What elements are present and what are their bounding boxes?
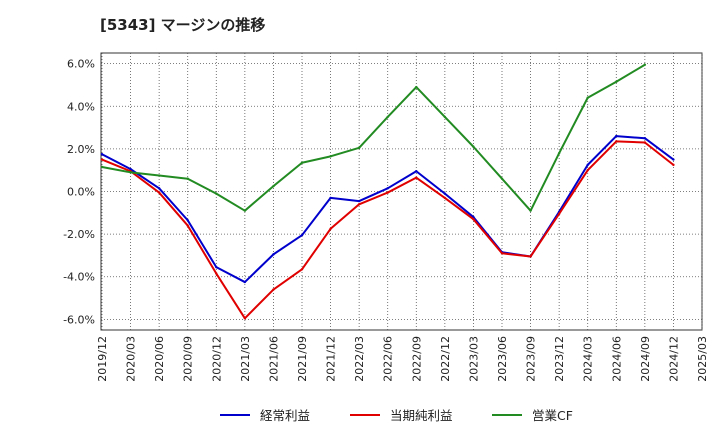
series-2-point: [215, 272, 218, 275]
series-1-point: [100, 153, 104, 156]
series-3-point: [529, 209, 532, 212]
series-3-point: [300, 161, 304, 164]
y-tick-label: -4.0%: [63, 271, 95, 284]
x-tick-label: 2022/03: [353, 336, 366, 382]
series-3-point: [586, 96, 589, 99]
x-tick-label: 2025/03: [696, 336, 709, 382]
legend: 経常利益 当期純利益 営業CF: [220, 408, 573, 423]
series-1-point: [357, 199, 361, 203]
series-2-point: [415, 176, 418, 179]
y-axis: 6.0% 4.0% 2.0% 0.0% -2.0% -4.0% -6.0%: [63, 58, 95, 327]
x-tick-label: 2021/06: [267, 336, 280, 382]
series-1-point: [415, 170, 418, 173]
x-tick-label: 2021/03: [239, 336, 252, 382]
x-tick-label: 2023/03: [467, 336, 480, 382]
series-3-point: [643, 63, 647, 66]
series-3-point: [157, 174, 161, 177]
series-2-point: [329, 227, 332, 230]
y-tick-label: 0.0%: [67, 186, 95, 199]
series-2-point: [300, 268, 304, 271]
series-3-point: [500, 177, 504, 180]
series-3-point: [357, 146, 361, 150]
series-1-point: [300, 233, 304, 237]
x-tick-label: 2023/06: [496, 336, 509, 382]
series-lines: [100, 63, 675, 320]
series-2-point: [529, 255, 532, 258]
series-2-point: [557, 212, 561, 216]
series-3-point: [443, 115, 447, 119]
y-tick-label: 6.0%: [67, 58, 95, 71]
series-1-point: [643, 137, 647, 140]
series-2-point: [500, 252, 504, 255]
series-3-line: [101, 63, 646, 212]
x-tick-label: 2019/12: [96, 336, 109, 382]
series-3-point: [186, 177, 189, 180]
series-1-point: [615, 134, 618, 138]
x-tick-label: 2024/06: [610, 336, 623, 382]
series-1-point: [329, 196, 332, 200]
series-2-point: [157, 191, 161, 194]
series-1-point: [243, 280, 247, 284]
series-3-point: [472, 145, 475, 148]
series-2-point: [272, 288, 275, 291]
series-2-point: [243, 317, 247, 320]
legend-label: 営業CF: [532, 408, 573, 423]
series-2-point: [357, 203, 361, 206]
series-3-point: [557, 151, 561, 155]
series-3-point: [329, 155, 332, 158]
series-1-point: [186, 219, 189, 222]
series-2-point: [615, 140, 618, 143]
x-tick-label: 2024/12: [667, 336, 680, 382]
x-axis: 2019/12 2020/03 2020/06 2020/09 2020/12 2021/…: [96, 336, 709, 382]
series-3-point: [129, 171, 132, 174]
series-1-point: [672, 158, 675, 161]
series-1-point: [215, 265, 218, 269]
x-tick-label: 2020/03: [125, 336, 138, 382]
x-tick-label: 2020/12: [210, 336, 223, 382]
series-2-point: [186, 224, 189, 227]
series-2-point: [100, 158, 104, 161]
y-tick-label: 2.0%: [67, 143, 95, 156]
series-3-point: [415, 85, 418, 89]
series-2-point: [443, 196, 447, 200]
legend-label: 経常利益: [260, 408, 310, 423]
series-3-point: [100, 165, 104, 169]
y-tick-label: -2.0%: [63, 228, 95, 241]
y-tick-label: 4.0%: [67, 100, 95, 113]
series-3-point: [272, 184, 275, 188]
series-3-point: [386, 115, 389, 119]
x-tick-label: 2020/06: [153, 336, 166, 382]
series-1-point: [272, 253, 275, 256]
x-tick-label: 2022/06: [382, 336, 395, 382]
chart-title: [5343] マージンの推移: [100, 16, 265, 34]
series-2-point: [586, 168, 589, 172]
series-1-point: [443, 192, 447, 195]
x-tick-label: 2023/09: [525, 336, 538, 382]
legend-label: 当期純利益: [390, 408, 453, 423]
series-3-point: [615, 80, 618, 83]
x-tick-label: 2021/12: [325, 336, 338, 382]
series-1-point: [386, 187, 389, 190]
x-tick-label: 2024/03: [582, 336, 595, 382]
series-3-point: [215, 192, 218, 195]
series-1-point: [129, 167, 132, 171]
series-1-point: [586, 163, 589, 167]
series-2-point: [386, 191, 389, 194]
x-tick-label: 2021/09: [296, 336, 309, 382]
y-tick-label: -6.0%: [63, 313, 95, 326]
x-tick-label: 2024/09: [639, 336, 652, 382]
series-3-point: [243, 209, 247, 212]
series-1-point: [157, 187, 161, 190]
x-tick-label: 2020/09: [182, 336, 195, 382]
x-tick-label: 2022/09: [410, 336, 423, 382]
x-tick-label: 2022/12: [439, 336, 452, 382]
series-2-point: [643, 141, 647, 144]
x-tick-label: 2023/12: [553, 336, 566, 382]
series-2-point: [672, 163, 675, 167]
series-2-point: [472, 218, 475, 221]
